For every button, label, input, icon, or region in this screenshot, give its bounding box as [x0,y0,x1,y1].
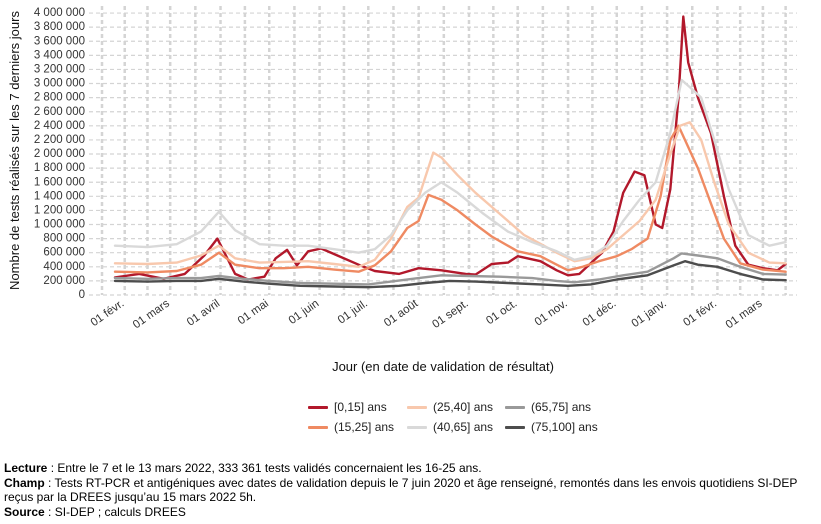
line-chart: 0 200 000 400 000 600 000 800 000 1 000 000 1 … [7,6,797,374]
legend-swatch [505,405,525,409]
x-tick-label: 01 mars [724,297,765,331]
grid [89,6,797,296]
x-tick-label: 01 août [382,297,421,329]
y-tick-label: 3 600 000 [34,35,85,47]
x-axis-title: Jour (en date de validation de résultat) [332,359,554,374]
legend-label: (25,40] ans [433,400,494,414]
y-tick-label: 0 [79,289,85,301]
y-tick-label: 1 200 000 [34,204,85,216]
y-tick-label: 2 600 000 [34,106,85,118]
legend-label: (15,25] ans [334,420,395,434]
note-lecture: Lecture : Entre le 7 et le 13 mars 2022,… [4,461,816,476]
x-tick-label: 01 avril [185,298,222,329]
y-tick-label: 3 800 000 [34,21,85,33]
legend-swatch [308,405,328,409]
y-tick-label: 800 000 [43,233,85,245]
x-tick-label: 01 mars [131,297,172,331]
x-axis: 01 févr. 01 mars 01 avril 01 mai 01 juin 01 j… [89,297,765,331]
legend-item: (25,40] ans [407,400,493,414]
y-tick-label: 200 000 [43,275,85,287]
note-label: Source [4,504,45,519]
y-tick-label: 2 400 000 [34,120,85,132]
x-tick-label: 01 nov. [533,298,570,329]
x-tick-label: 01 janv. [630,298,669,330]
x-tick-label: 01 juil. [336,298,370,327]
x-tick-label: 01 déc. [581,298,619,329]
note-label: Lecture [4,461,48,475]
y-tick-label: 1 600 000 [34,176,85,188]
note-champ: Champ : Tests RT-PCR et antigéniques ave… [4,476,816,505]
y-tick-label: 3 000 000 [34,78,85,90]
notes: Lecture : Entre le 7 et le 13 mars 2022,… [4,461,816,519]
legend: [0,15] ans (25,40] ans (65,75] ans (15,25] … [0,394,821,436]
y-tick-label: 600 000 [43,247,85,259]
x-tick-label: 01 sept. [430,298,470,331]
x-tick-label: 01 févr. [89,298,127,329]
legend-label: [0,15] ans [334,400,387,414]
legend-item: [0,15] ans [308,400,387,414]
y-axis: 0 200 000 400 000 600 000 800 000 1 000 000 1 … [34,7,85,301]
series-line-2 [113,121,787,268]
series-line-1 [113,124,787,274]
legend-label: (75,100] ans [531,420,598,434]
y-tick-label: 1 000 000 [34,219,85,231]
x-tick-label: 01 févr. [681,298,719,329]
y-tick-label: 3 200 000 [34,63,85,75]
series-lines [113,15,787,289]
x-tick-label: 01 oct. [484,298,519,328]
legend-item: (40,65] ans [407,420,493,434]
series-line-4 [113,252,787,286]
y-tick-label: 2 200 000 [34,134,85,146]
y-tick-label: 400 000 [43,261,85,273]
note-text: : Tests RT-PCR et antigéniques avec date… [4,475,798,505]
legend-swatch [505,425,525,429]
legend-item: (75,100] ans [505,420,598,434]
series-line-5 [113,260,787,289]
note-label: Champ [4,475,45,490]
y-axis-title: Nombre de tests réalisés sur les 7 derni… [7,11,22,290]
legend-label: (40,65] ans [433,420,494,434]
legend-swatch [407,405,427,409]
series-line-3 [113,78,787,261]
legend-item: (65,75] ans [505,400,591,414]
legend-item: (15,25] ans [308,420,394,434]
note-text: : SI-DEP ; calculs DREES [44,504,186,519]
note-source: Source : SI-DEP ; calculs DREES [4,505,816,520]
legend-swatch [308,425,328,429]
note-text: : Entre le 7 et le 13 mars 2022, 333 361… [47,461,482,475]
y-tick-label: 1 800 000 [34,162,85,174]
y-tick-label: 1 400 000 [34,190,85,202]
legend-label: (65,75] ans [531,400,592,414]
x-tick-label: 01 mai [236,298,271,328]
y-tick-label: 2 000 000 [34,148,85,160]
y-tick-label: 2 800 000 [34,92,85,104]
legend-swatch [407,425,427,429]
x-tick-label: 01 juin [287,298,322,327]
y-tick-label: 3 400 000 [34,49,85,61]
y-tick-label: 4 000 000 [34,7,85,19]
